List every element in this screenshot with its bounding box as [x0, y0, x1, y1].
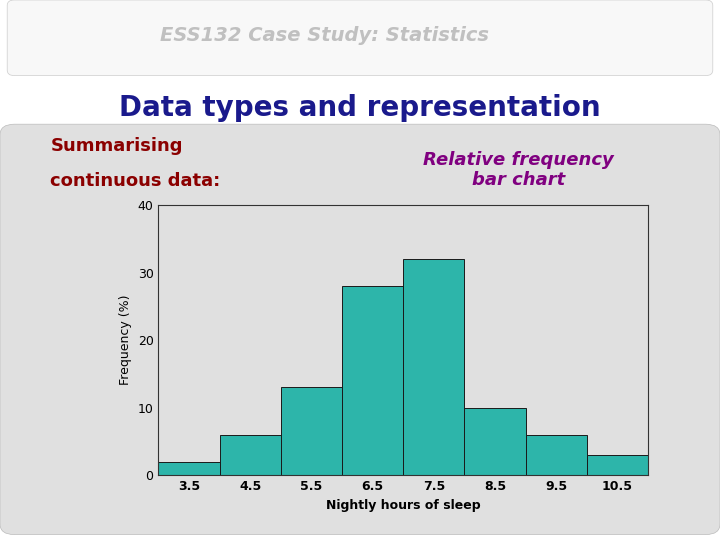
Text: ESS132 Case Study: Statistics: ESS132 Case Study: Statistics	[160, 25, 488, 45]
Bar	[526, 435, 587, 475]
Y-axis label: Frequency (%): Frequency (%)	[119, 295, 132, 386]
FancyBboxPatch shape	[0, 124, 720, 535]
Text: continuous data:: continuous data:	[50, 172, 220, 190]
Bar	[281, 388, 342, 475]
Text: Relative frequency
bar chart: Relative frequency bar chart	[423, 151, 613, 190]
Bar	[342, 286, 403, 475]
Text: Summarising: Summarising	[50, 137, 183, 155]
Bar	[220, 435, 281, 475]
Bar	[587, 455, 648, 475]
Bar	[158, 462, 220, 475]
FancyBboxPatch shape	[7, 0, 713, 76]
Bar	[403, 259, 464, 475]
Bar	[464, 408, 526, 475]
X-axis label: Nightly hours of sleep: Nightly hours of sleep	[326, 498, 480, 511]
Text: Data types and representation: Data types and representation	[120, 94, 600, 122]
